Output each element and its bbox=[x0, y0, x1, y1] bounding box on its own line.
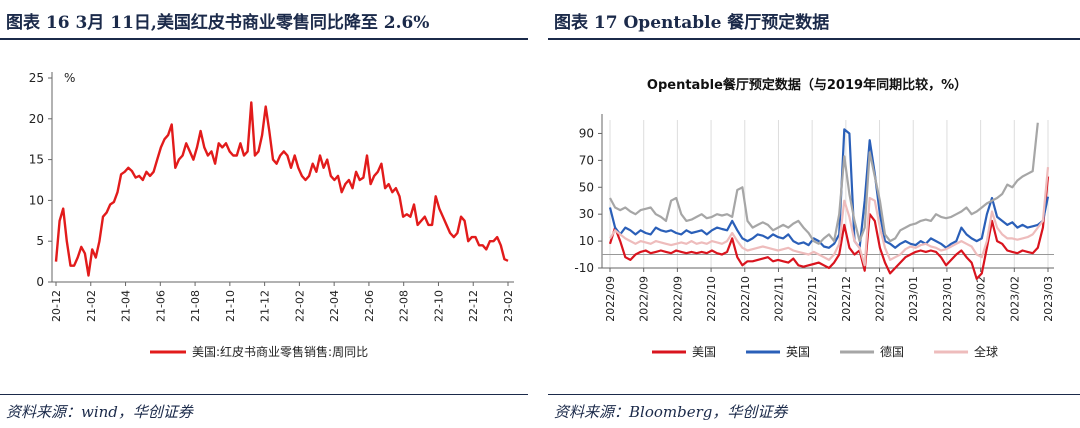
y-tick-label: 70 bbox=[579, 153, 594, 167]
x-tick-label: 22-02 bbox=[293, 290, 306, 322]
legend-label-3: 全球 bbox=[974, 344, 998, 359]
x-tick-label: 21-10 bbox=[224, 290, 237, 322]
y-tick-label: 25 bbox=[29, 71, 44, 85]
figure-title-left: 图表 16 3月 11日,美国红皮书商业零售同比降至 2.6% bbox=[6, 13, 430, 33]
y-tick-label: 30 bbox=[579, 207, 594, 221]
y-tick-label: 20 bbox=[29, 112, 44, 126]
y-tick-label: 90 bbox=[579, 126, 594, 140]
chart-opentable: Opentable餐厅预定数据（与2019年同期比较，%） -10 10 30 50 70… bbox=[574, 77, 1055, 359]
title-rule-right bbox=[548, 38, 1080, 40]
y-tick-label: 50 bbox=[579, 180, 594, 194]
x-tick-label: 2022/12 bbox=[874, 276, 887, 322]
x-tick-label: 2023/01 bbox=[907, 276, 920, 322]
source-left: 资料来源：wind，华创证券 bbox=[6, 403, 193, 421]
figure-title-right: 图表 17 Opentable 餐厅预定数据 bbox=[554, 13, 830, 33]
source-rule-left bbox=[0, 394, 528, 395]
x-tick-label: 22-04 bbox=[328, 290, 341, 322]
legend-label-1: 英国 bbox=[786, 345, 810, 359]
right-figure-panel: 图表 17 Opentable 餐厅预定数据 Opentable餐厅预定数据（与… bbox=[548, 0, 1080, 428]
x-tick-label: 2022/12 bbox=[840, 276, 853, 322]
title-rule-left bbox=[0, 38, 528, 40]
series-line-0 bbox=[54, 101, 509, 277]
x-tick-label: 21-02 bbox=[85, 290, 98, 322]
legend-label-0: 美国:红皮书商业零售销售:周同比 bbox=[192, 344, 368, 359]
x-tick-label: 2022/09 bbox=[638, 276, 651, 322]
chart-red-book-retail: % 0 5 10 15 20 25 20-12 21-02 21-04 21-06 21-08 21-1… bbox=[29, 71, 515, 359]
series-line-2 bbox=[609, 122, 1039, 245]
x-tick-label: 2022/10 bbox=[705, 276, 718, 322]
x-tick-label: 2023/02 bbox=[1008, 276, 1021, 322]
legend-label-2: 德国 bbox=[880, 344, 904, 359]
x-tick-label: 2022/09 bbox=[671, 276, 684, 322]
x-tick-label: 2022/11 bbox=[806, 276, 819, 322]
left-figure-panel: 图表 16 3月 11日,美国红皮书商业零售同比降至 2.6% % 0 5 10 15 2… bbox=[0, 0, 528, 428]
y-tick-label: 10 bbox=[29, 193, 44, 207]
x-tick-label: 2023/03 bbox=[1042, 276, 1055, 322]
y-tick-label: 5 bbox=[36, 234, 44, 248]
x-tick-label: 2022/09 bbox=[604, 276, 617, 322]
y-tick-label: 0 bbox=[36, 275, 44, 289]
x-tick-label: 22-12 bbox=[467, 290, 480, 322]
x-tick-label: 2022/11 bbox=[772, 276, 785, 322]
x-tick-label: 2023/02 bbox=[975, 276, 988, 322]
x-tick-label: 23-02 bbox=[502, 290, 515, 322]
y-tick-label: -10 bbox=[574, 261, 594, 275]
x-tick-label: 22-10 bbox=[432, 290, 445, 322]
series-line-0 bbox=[608, 176, 1050, 280]
y-unit-label: % bbox=[64, 71, 75, 85]
source-right: 资料来源：Bloomberg，华创证券 bbox=[554, 403, 788, 421]
chart-title: Opentable餐厅预定数据（与2019年同期比较，%） bbox=[647, 77, 967, 93]
x-tick-label: 2023/01 bbox=[941, 276, 954, 322]
x-tick-label: 22-08 bbox=[398, 290, 411, 322]
legend-label-0: 美国 bbox=[692, 345, 716, 359]
series-line-1 bbox=[608, 128, 1050, 249]
x-tick-label: 21-04 bbox=[120, 290, 133, 322]
x-tick-label: 21-06 bbox=[154, 290, 167, 322]
y-tick-label: 15 bbox=[29, 153, 44, 167]
x-tick-label: 2022/10 bbox=[739, 276, 752, 322]
x-tick-label: 22-06 bbox=[363, 290, 376, 322]
x-tick-label: 21-12 bbox=[259, 290, 272, 322]
x-tick-label: 20-12 bbox=[50, 290, 63, 322]
source-rule-right bbox=[548, 394, 1080, 395]
x-tick-label: 21-08 bbox=[189, 290, 202, 322]
series-line-3 bbox=[609, 166, 1050, 267]
y-tick-label: 10 bbox=[579, 234, 594, 248]
